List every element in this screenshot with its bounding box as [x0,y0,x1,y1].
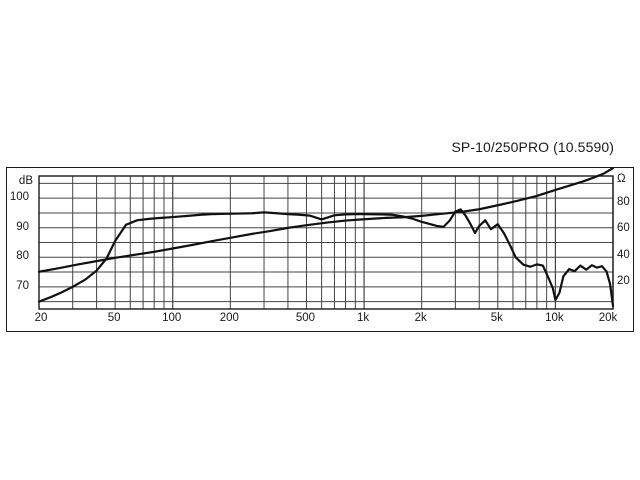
page-title: SP-10/250PRO (10.5590) [451,139,614,155]
y-tick-right-80: 80 [617,195,630,208]
x-tick-200: 200 [219,312,239,324]
y-tick-right-20: 20 [617,275,630,288]
y-axis-unit-right: Ω [617,172,626,185]
y-tick-right-60: 60 [617,222,630,235]
y-tick-right-40: 40 [617,248,630,261]
y-tick-left-70: 70 [16,279,29,292]
y-axis-unit-left: dB [18,174,33,187]
x-tick-20: 20 [34,312,48,324]
x-tick-500: 500 [295,312,316,324]
x-tick-10k: 10k [545,312,564,324]
y-tick-left-90: 90 [16,220,29,233]
y-tick-left-100: 100 [9,191,29,204]
x-tick-1k: 1k [356,312,370,324]
y-tick-left-80: 80 [16,250,29,263]
x-tick-2k: 2k [414,312,427,324]
chart-plot-frame [6,167,634,332]
x-tick-20k: 20k [598,312,618,324]
x-tick-50: 50 [107,312,121,324]
frequency-response-chart [37,168,615,310]
x-tick-100: 100 [162,312,182,324]
x-tick-5k: 5k [490,312,503,324]
